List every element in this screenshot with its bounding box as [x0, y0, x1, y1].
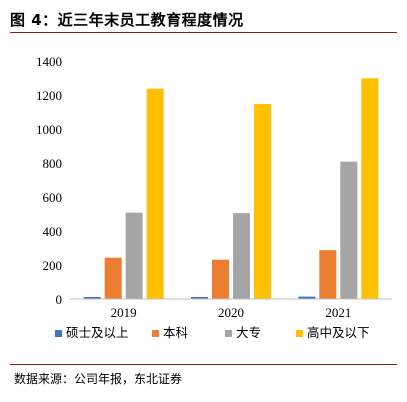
y-tick-label: 600: [43, 190, 63, 205]
legend-swatch: [152, 330, 159, 337]
x-tick-label: 2020: [218, 305, 244, 320]
y-tick-label: 200: [43, 258, 63, 273]
bar-2021-series-4: [361, 78, 379, 299]
legend-swatch: [296, 330, 303, 337]
bar-2019-series-2: [104, 257, 122, 299]
chart-area: 0 200 400 600 800 1000 1200 1400 2019 2020 2021 硕士及…: [0, 40, 407, 360]
bar-2021-series-2: [319, 250, 337, 299]
y-tick-label: 1000: [36, 122, 62, 137]
legend-label: 高中及以下: [307, 325, 370, 340]
bar-2020-series-1: [191, 296, 208, 299]
legend-label: 本科: [163, 326, 189, 340]
y-tick-label: 400: [43, 224, 63, 239]
bar-2019-series-1: [83, 296, 101, 299]
source-note: 数据来源：公司年报，东北证券: [14, 372, 183, 386]
legend-swatch: [55, 330, 62, 337]
figure-title: 图 4：近三年末员工教育程度情况: [10, 11, 244, 29]
legend-swatch: [225, 330, 232, 337]
y-tick-label: 1400: [36, 54, 62, 69]
bar-2021-series-3: [340, 161, 358, 299]
bar-2021-series-1: [298, 296, 316, 299]
bar-2019-series-4: [146, 88, 164, 300]
bar-2020-series-2: [212, 259, 229, 299]
bar-2020-series-3: [233, 213, 250, 299]
bar-2019-series-3: [125, 212, 143, 299]
y-tick-label: 800: [43, 156, 63, 171]
x-tick-label: 2021: [325, 305, 351, 320]
source-divider: [10, 364, 397, 365]
x-tick-label: 2019: [111, 305, 137, 320]
bar-chart: 0 200 400 600 800 1000 1200 1400 2019 2020 2021 硕士及…: [36, 54, 392, 340]
legend-label: 大专: [236, 325, 261, 340]
figure-header: 图 4：近三年末员工教育程度情况: [10, 6, 398, 32]
title-divider: [10, 32, 397, 33]
y-tick-label: 1200: [36, 88, 62, 103]
y-tick-label: 0: [56, 292, 63, 307]
legend-label: 硕士及以上: [66, 326, 129, 340]
bar-2020-series-4: [254, 104, 271, 299]
